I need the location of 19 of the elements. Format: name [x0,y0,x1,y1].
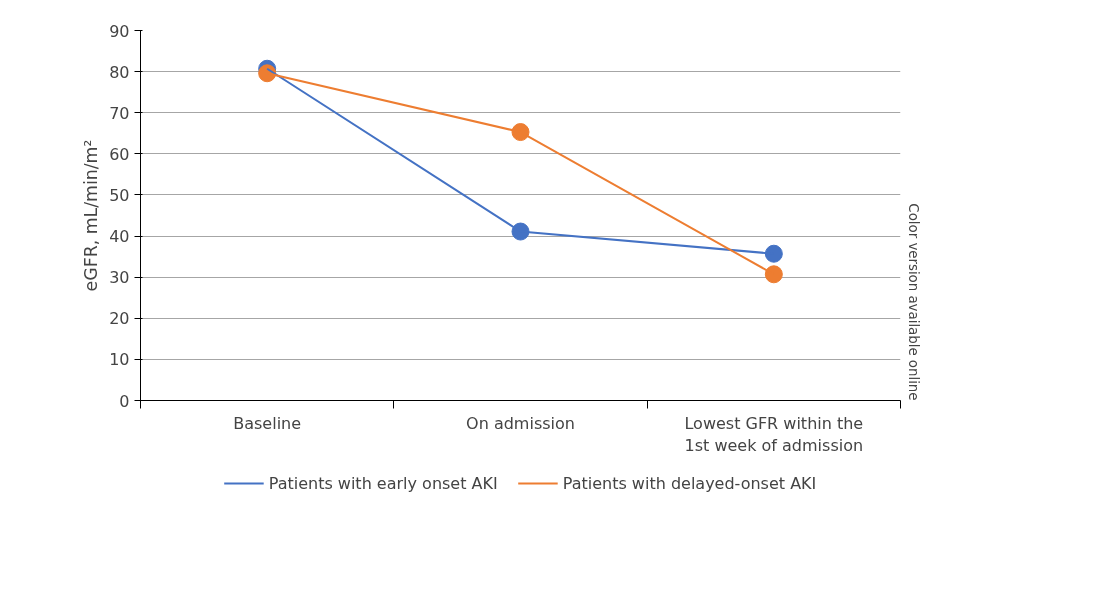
legend-label: Patients with delayed-onset AKI [562,473,817,493]
y-axis-title: eGFR, mL/min/m² [81,139,102,292]
y-tick-label: 0 [119,391,130,411]
point [764,244,783,263]
y-tick-label: 20 [109,309,130,329]
x-tick-label: On admission [466,413,575,433]
point [764,265,783,284]
y-tick-label: 40 [109,227,130,247]
x-tick-label: Baseline [233,413,302,433]
y-tick-label: 30 [109,268,130,288]
y-tick-label: 10 [109,350,130,370]
y-tick-label: 70 [109,103,130,123]
y-tick-label: 60 [109,144,130,164]
text: Color version available online [905,203,921,401]
y-tick-label: 90 [109,21,130,41]
y-tick-label: 80 [109,62,130,82]
x-tick-label: Lowest GFR within the 1st week of admission [684,413,864,456]
y-tick-label: 50 [109,185,130,205]
legend-label: Patients with early onset AKI [268,473,498,493]
